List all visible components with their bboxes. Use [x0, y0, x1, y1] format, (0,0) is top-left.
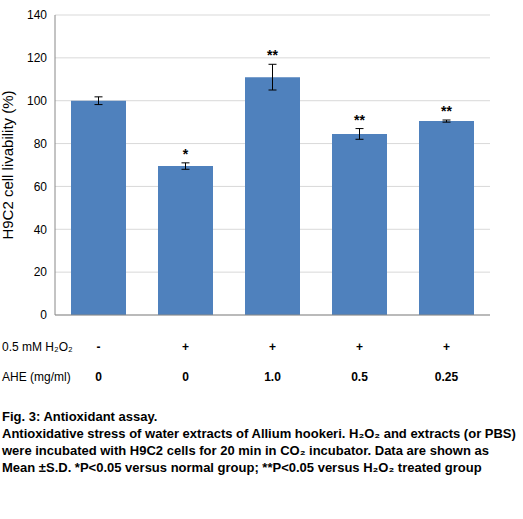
html-text:0.5: 0.5 [351, 370, 368, 384]
svg-text:60: 60 [34, 180, 48, 194]
svg-text:140: 140 [27, 8, 47, 22]
html-text:0.25: 0.25 [434, 370, 459, 384]
svg-text:20: 20 [34, 265, 48, 279]
svg-text:**: ** [267, 47, 278, 63]
html-text:0: 0 [182, 370, 189, 384]
svg-text:120: 120 [27, 51, 47, 65]
html-text:0.5 mM H₂O₂: 0.5 mM H₂O₂ [2, 340, 73, 354]
svg-text:100: 100 [27, 94, 47, 108]
html-text:AHE (mg/ml): AHE (mg/ml) [2, 370, 71, 384]
svg-text:**: ** [354, 112, 365, 128]
html-text:Fig. 3: Antioxidant assay.: Fig. 3: Antioxidant assay. [2, 409, 158, 424]
svg-text:H9C2 cell livability (%): H9C2 cell livability (%) [8, 90, 16, 239]
svg-text:**: ** [441, 103, 452, 119]
svg-text:0: 0 [40, 308, 47, 322]
svg-text:*: * [183, 146, 189, 162]
svg-text:80: 80 [34, 137, 48, 151]
html-text:0: 0 [95, 370, 102, 384]
html-text:Antioxidative stress of water: Antioxidative stress of water extracts o… [2, 426, 516, 475]
svg-text:40: 40 [34, 223, 48, 237]
html-text:1.0: 1.0 [264, 370, 281, 384]
